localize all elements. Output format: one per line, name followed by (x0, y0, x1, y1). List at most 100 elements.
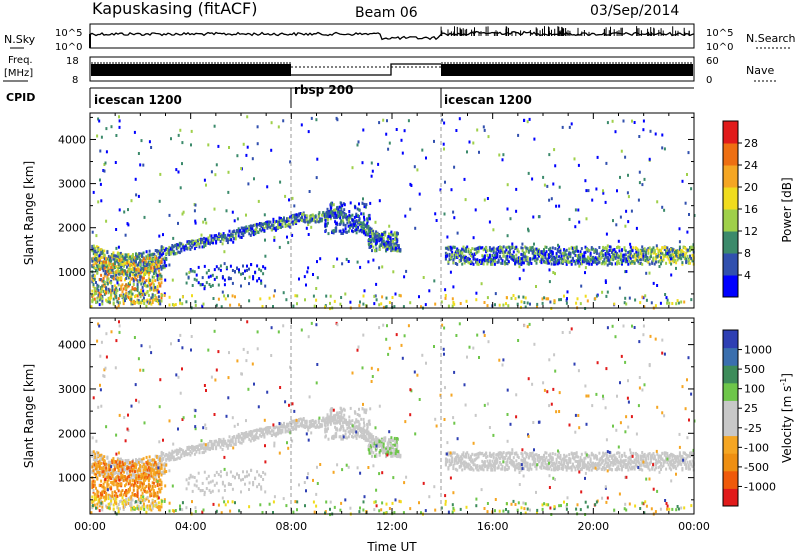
velocity-pixel (304, 426, 307, 429)
power-pixel (603, 260, 606, 264)
power-pixel (534, 254, 537, 258)
velocity-pixel (174, 449, 177, 453)
power-pixel (515, 187, 518, 191)
velocity-pixel (190, 447, 193, 451)
power-pixel (563, 294, 565, 298)
power-pixel (624, 296, 627, 300)
power-pixel (103, 266, 106, 270)
velocity-pixel (130, 476, 133, 479)
power-pixel (332, 208, 335, 212)
power-pixel (347, 224, 350, 228)
power-pixel (497, 258, 500, 262)
power-pixel (550, 257, 553, 261)
power-pixel (443, 121, 446, 125)
power-pixel (560, 257, 563, 261)
power-pixel (107, 291, 110, 295)
power-pixel (589, 258, 592, 262)
power-pixel (161, 293, 163, 297)
power-pixel (543, 183, 546, 187)
power-pixel (342, 229, 345, 233)
power-pixel (363, 205, 366, 209)
power-pixel (685, 257, 688, 261)
power-pixel (465, 299, 468, 303)
power-pixel (355, 224, 358, 228)
power-pixel (150, 253, 153, 257)
velocity-pixel (292, 425, 295, 429)
velocity-pixel (91, 499, 94, 503)
power-pixel (305, 283, 307, 287)
power-pixel (618, 246, 621, 249)
power-pixel (349, 201, 352, 205)
power-pixel (561, 251, 564, 255)
power-pixel (91, 259, 94, 263)
power-pixel (336, 257, 339, 261)
power-pixel (116, 281, 119, 285)
power-pixel (203, 287, 206, 291)
power-pixel (134, 264, 136, 268)
power-pixel (142, 276, 145, 280)
power-pixel (545, 245, 548, 249)
power-pixel (536, 257, 539, 261)
power-pixel (162, 252, 165, 256)
power-pixel (181, 302, 184, 306)
power-pixel (658, 248, 661, 252)
power-pixel (117, 301, 120, 305)
power-pixel (514, 259, 517, 263)
power-pixel (587, 255, 589, 259)
power-pixel (127, 292, 130, 296)
power-pixel (159, 265, 162, 269)
power-pixel (142, 292, 145, 296)
power-pixel (639, 249, 642, 253)
power-pixel (594, 248, 597, 252)
power-pixel (117, 262, 120, 266)
power-pixel (106, 264, 109, 268)
power-pixel (648, 271, 651, 275)
velocity-pixel (186, 447, 189, 451)
power-pixel (563, 248, 566, 252)
power-pixel (190, 245, 193, 249)
power-pixel (149, 298, 152, 302)
power-pixel (676, 254, 679, 258)
power-pixel (131, 258, 134, 262)
power-pixel (145, 271, 148, 275)
velocity-pixel (234, 437, 237, 441)
power-pixel (538, 254, 540, 258)
power-pixel (122, 287, 125, 291)
power-pixel (452, 285, 455, 289)
power-pixel (272, 305, 274, 308)
velocity-pixel (107, 460, 110, 464)
power-pixel (409, 207, 412, 211)
power-pixel (583, 257, 586, 261)
power-pixel (359, 228, 362, 232)
power-pixel (548, 268, 551, 272)
velocity-pixel (270, 429, 273, 433)
velocity-pixel (358, 435, 361, 439)
power-pixel (657, 260, 660, 264)
power-pixel (515, 253, 518, 257)
power-pixel (133, 266, 136, 270)
power-pixel (383, 243, 385, 247)
power-pixel (156, 265, 159, 269)
power-pixel (348, 210, 351, 213)
power-pixel (613, 254, 616, 258)
power-pixel (397, 246, 400, 250)
power-pixel (466, 259, 469, 263)
power-pixel (451, 297, 454, 301)
velocity-pixel (160, 471, 163, 475)
velocity-pixel (358, 428, 361, 432)
velocity-pixel (192, 446, 195, 450)
power-pixel (130, 270, 133, 274)
power-pixel (190, 143, 192, 147)
power-pixel (277, 220, 279, 224)
power-pixel (139, 275, 142, 279)
velocity-pixel (95, 467, 97, 471)
power-pixel (382, 245, 385, 249)
power-pixel (146, 262, 149, 266)
power-pixel (154, 255, 157, 259)
power-pixel (617, 255, 620, 259)
power-pixel (168, 213, 171, 217)
velocity-pixel (112, 463, 115, 467)
power-pixel (351, 213, 354, 217)
power-pixel (444, 180, 446, 184)
power-pixel (312, 294, 315, 298)
